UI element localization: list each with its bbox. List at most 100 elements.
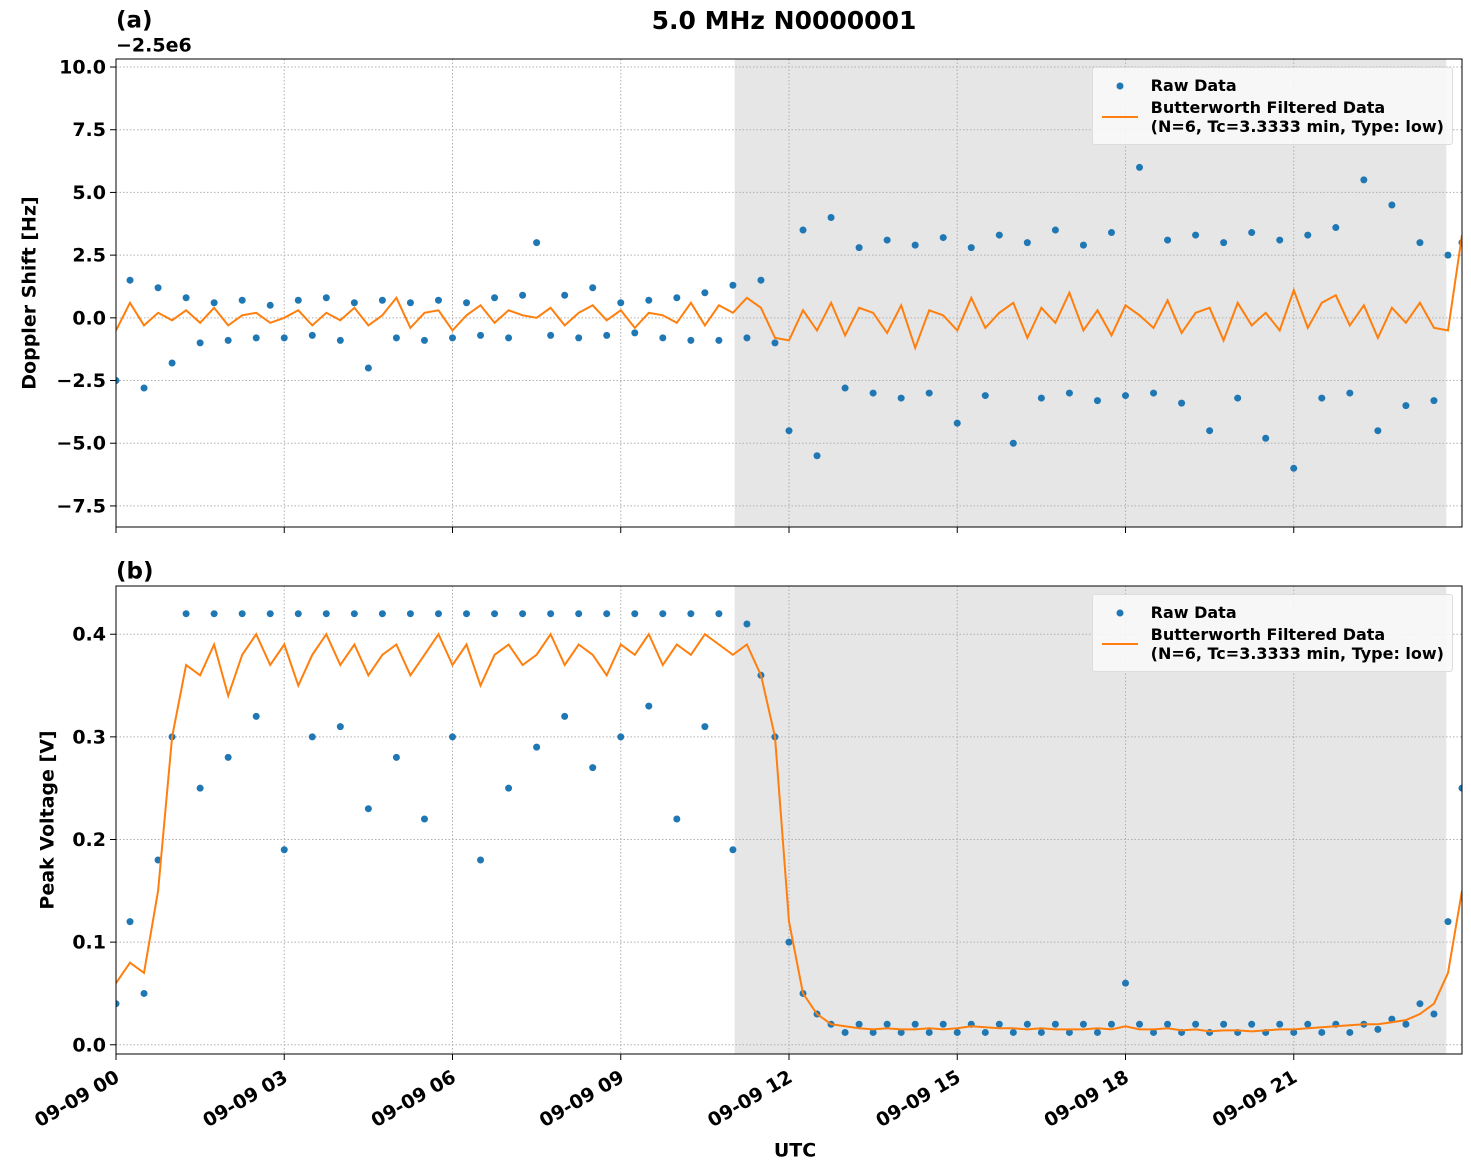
raw-point [1332, 224, 1340, 232]
raw-point [1009, 1028, 1017, 1036]
panel-label: (a) [116, 8, 153, 34]
raw-point [252, 334, 260, 342]
x-axis-label: UTC [774, 1140, 816, 1162]
raw-point [140, 989, 148, 997]
raw-point [1290, 464, 1298, 472]
raw-point [1122, 979, 1129, 987]
raw-point [1093, 1028, 1101, 1036]
y-tick-label: 5.0 [72, 182, 106, 204]
raw-point [715, 336, 723, 344]
y-tick-label: −2.5 [56, 370, 106, 392]
raw-point [1360, 176, 1368, 184]
raw-point [1234, 394, 1242, 402]
raw-point [266, 610, 274, 618]
raw-point [673, 294, 681, 302]
raw-point [392, 753, 400, 761]
raw-point [280, 334, 288, 342]
legend-label: Raw Data [1150, 603, 1237, 622]
filtered-line [116, 234, 1462, 351]
raw-point [1388, 1015, 1396, 1023]
raw-point [154, 284, 162, 292]
raw-point [434, 296, 442, 304]
raw-point [995, 1020, 1003, 1028]
raw-point [1388, 201, 1396, 209]
raw-point [364, 805, 372, 813]
raw-point [743, 334, 751, 342]
offset-text: −2.5e6 [116, 35, 192, 57]
legend-swatch [1116, 82, 1124, 90]
y-tick-label: 0.3 [72, 726, 106, 748]
raw-point [1430, 397, 1438, 405]
raw-point [378, 296, 386, 304]
legend-swatch [1101, 643, 1138, 645]
raw-point [729, 281, 737, 289]
raw-point [1178, 399, 1186, 407]
raw-point [1037, 1028, 1045, 1036]
y-tick-label: 0.1 [72, 932, 106, 954]
raw-point [238, 296, 246, 304]
raw-point [210, 610, 218, 618]
legend-item: Butterworth Filtered Data (N=6, Tc=3.333… [1101, 625, 1444, 663]
raw-point [953, 1028, 961, 1036]
raw-point [350, 299, 358, 307]
raw-point [799, 226, 807, 234]
raw-point [505, 334, 513, 342]
raw-point [981, 392, 989, 400]
raw-point [1444, 918, 1452, 926]
raw-point [449, 334, 456, 342]
raw-point [869, 389, 877, 397]
raw-point [1304, 1020, 1312, 1028]
raw-point [266, 301, 274, 309]
raw-point [1136, 1020, 1144, 1028]
raw-point [855, 1020, 863, 1028]
raw-point [294, 296, 302, 304]
raw-point [1290, 1028, 1298, 1036]
raw-point [1051, 1020, 1059, 1028]
y-tick-label: 0.0 [72, 307, 106, 329]
y-tick-label: −5.0 [56, 433, 106, 455]
raw-point [196, 339, 204, 347]
raw-point [168, 359, 176, 367]
raw-point [1136, 163, 1144, 171]
raw-point [687, 336, 695, 344]
raw-point [701, 723, 709, 731]
raw-point [911, 1020, 919, 1028]
raw-point [603, 331, 611, 339]
raw-point [1051, 226, 1059, 234]
raw-point [659, 334, 667, 342]
raw-point [1374, 427, 1382, 435]
raw-point [659, 610, 667, 618]
raw-point [841, 384, 849, 392]
raw-point [897, 394, 905, 402]
y-tick-label: 0.4 [72, 624, 106, 646]
panel-label: (b) [116, 559, 154, 585]
raw-point [729, 846, 737, 854]
legend-item: Raw Data [1101, 76, 1444, 96]
raw-point [1276, 236, 1284, 244]
raw-point [561, 712, 569, 720]
y-tick-label: 0.0 [72, 1034, 106, 1056]
y-tick-label: −7.5 [56, 495, 106, 517]
raw-point [280, 846, 288, 854]
raw-point [995, 231, 1003, 239]
raw-point [589, 764, 597, 772]
raw-point [1065, 1028, 1073, 1036]
raw-point [1248, 1020, 1256, 1028]
raw-point [350, 610, 358, 618]
raw-point [631, 329, 639, 337]
raw-point [308, 733, 316, 741]
raw-point [126, 276, 134, 284]
y-axis-label: Doppler Shift [Hz] [19, 196, 41, 389]
raw-point [420, 815, 428, 823]
raw-point [1346, 389, 1354, 397]
legend-marker [1116, 609, 1124, 617]
x-tick-label: 09-09 21 [1209, 1066, 1301, 1132]
raw-point [1065, 389, 1073, 397]
raw-point [771, 339, 779, 347]
raw-point [743, 620, 751, 628]
raw-point [1318, 394, 1326, 402]
raw-point [519, 610, 527, 618]
raw-point [701, 289, 709, 297]
raw-point [1192, 231, 1200, 239]
